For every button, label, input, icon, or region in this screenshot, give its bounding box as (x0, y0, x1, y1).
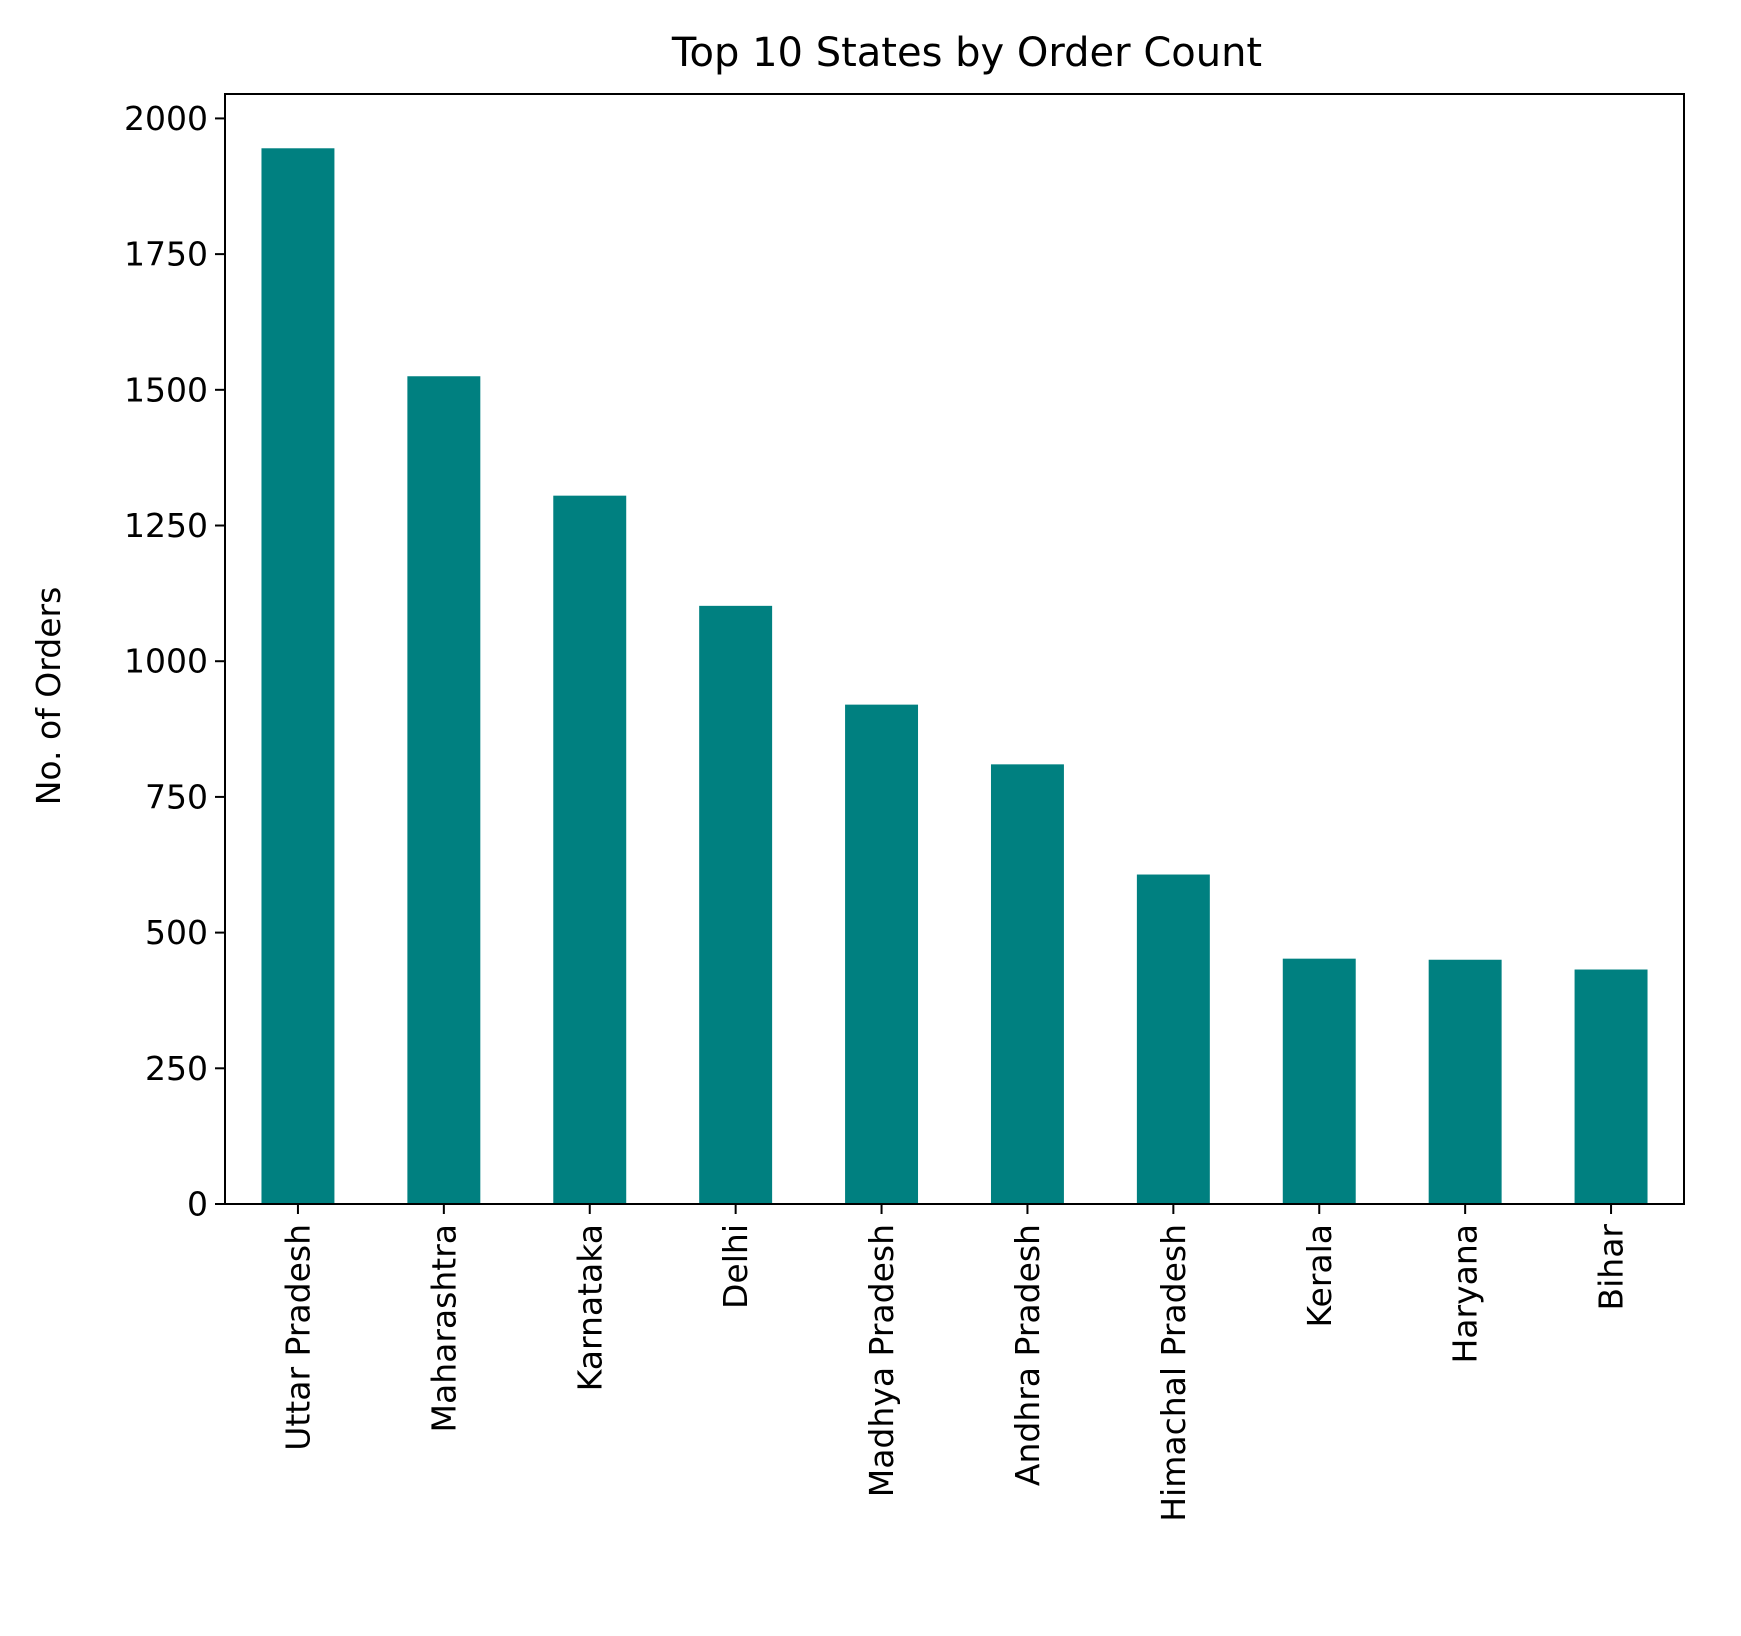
bar-bihar (1574, 969, 1648, 1204)
y-tick-label: 2000 (124, 99, 208, 138)
y-tick-label: 750 (145, 777, 208, 816)
bar-haryana (1428, 959, 1502, 1204)
y-tick-label: 500 (145, 913, 208, 952)
x-tick-label: Andhra Pradesh (1008, 1224, 1047, 1486)
y-tick-label: 1750 (124, 235, 208, 274)
x-tick-label: Uttar Pradesh (278, 1224, 317, 1451)
plot-frame (224, 93, 1685, 1205)
bar-madhya-pradesh (845, 704, 919, 1204)
bar-kerala (1282, 958, 1356, 1204)
bar-maharashtra (407, 376, 481, 1204)
bars-group (261, 148, 1648, 1205)
y-tick-label: 250 (145, 1049, 208, 1088)
bar-uttar-pradesh (261, 148, 335, 1205)
bar-himachal-pradesh (1136, 874, 1210, 1204)
bar-delhi (699, 605, 773, 1204)
y-axis-label: No. of Orders (29, 587, 68, 806)
x-tick-label: Madhya Pradesh (862, 1224, 901, 1497)
x-tick-label: Karnataka (570, 1224, 609, 1391)
y-tick-label: 0 (187, 1185, 208, 1224)
bar-andhra-pradesh (990, 764, 1064, 1204)
y-tick-label: 1500 (124, 370, 208, 409)
x-tick-label: Maharashtra (424, 1224, 463, 1432)
x-tick-label: Himachal Pradesh (1154, 1224, 1193, 1522)
bar-karnataka (553, 495, 627, 1204)
x-tick-label: Kerala (1300, 1224, 1339, 1327)
x-axis-ticks: Uttar Pradesh Maharashtra Karnataka Delhi Ma… (278, 1204, 1631, 1522)
y-tick-label: 1000 (124, 642, 208, 681)
x-tick-label: Bihar (1592, 1224, 1631, 1311)
y-axis-ticks: 0 250 500 750 1000 1250 1500 1750 2000 (124, 99, 225, 1224)
chart-title: Top 10 States by Order Count (671, 30, 1262, 76)
x-tick-label: Delhi (716, 1224, 755, 1309)
y-tick-label: 1250 (124, 506, 208, 545)
x-tick-label: Haryana (1446, 1224, 1485, 1364)
